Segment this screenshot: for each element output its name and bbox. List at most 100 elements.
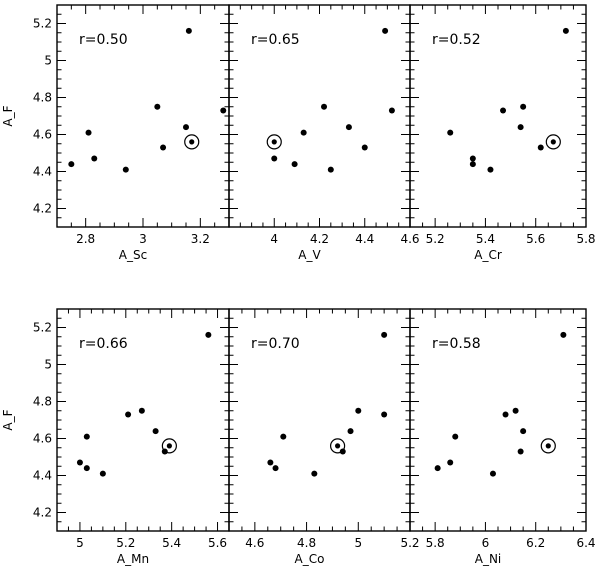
- sun-symbol-dot: [189, 139, 195, 145]
- x-tick-label: 5.6: [526, 232, 545, 246]
- x-tick-label: 6: [482, 536, 490, 550]
- data-point: [388, 107, 395, 114]
- sun-symbol-ring: [540, 438, 556, 454]
- x-axis-label: A_Mn: [117, 552, 149, 566]
- x-tick-label: 5: [76, 536, 84, 550]
- data-point: [280, 433, 287, 440]
- scatter-panel-6: 5.8 6 6.2 6.4 A_Ni r=0.58: [409, 308, 596, 566]
- data-point: [99, 470, 106, 477]
- y-tick-label: 5.2: [33, 17, 52, 31]
- y-tick-label: 5.2: [33, 321, 52, 335]
- data-point: [291, 161, 298, 168]
- sun-symbol-ring: [545, 134, 561, 150]
- y-tick-label: 4.4: [33, 469, 52, 483]
- x-tick-label: 2.8: [76, 232, 95, 246]
- x-tick-label: 6.4: [576, 536, 595, 550]
- x-tick-label: 4.4: [355, 232, 374, 246]
- data-point: [469, 161, 476, 168]
- y-tick-label: 4.6: [33, 128, 52, 142]
- data-point: [311, 470, 318, 477]
- correlation-annotation: r=0.66: [79, 336, 128, 352]
- scatter-panel-5: 4.6 4.8 5 5.2 A_Co r=0.70: [228, 308, 420, 566]
- sun-symbol-dot: [550, 139, 556, 145]
- sun-symbol-ring: [330, 438, 346, 454]
- x-axis-label: A_Ni: [475, 552, 502, 566]
- y-tick-label: 4.2: [33, 202, 52, 216]
- y-tick-label: 4.8: [33, 395, 52, 409]
- data-point: [154, 103, 161, 110]
- x-axis-label: A_Co: [295, 552, 325, 566]
- data-point: [502, 411, 509, 418]
- data-point: [271, 155, 278, 162]
- data-point: [205, 331, 212, 338]
- data-point: [68, 161, 75, 168]
- data-point: [382, 27, 389, 34]
- sun-symbol-ring: [161, 438, 177, 454]
- x-tick-label: 4.8: [297, 536, 316, 550]
- y-tick-label: 4.8: [33, 91, 52, 105]
- data-point: [160, 144, 167, 151]
- scatter-panel-2: 4 4.2 4.4 4.6 A_V r=0.65: [228, 4, 420, 262]
- data-point: [85, 129, 92, 136]
- y-tick-label: 4.2: [33, 506, 52, 520]
- data-point: [361, 144, 368, 151]
- sun-symbol-ring: [266, 134, 282, 150]
- data-point: [91, 155, 98, 162]
- y-tick-label: 5: [44, 358, 52, 372]
- x-tick-label: 4: [270, 232, 278, 246]
- sun-symbol-dot: [166, 443, 172, 449]
- scatter-panel-3: 5.2 5.4 5.6 5.8 A_Cr r=0.52: [409, 4, 596, 262]
- x-tick-label: 4.6: [245, 536, 264, 550]
- x-tick-label: 6.2: [526, 536, 545, 550]
- scatter-panel-1: 2.8 3 3.2 4.2 4.4 4.6 4.8 5 5.2 A_Sc A_F r=0.50: [1, 4, 230, 262]
- data-point: [83, 465, 90, 472]
- x-tick-label: 5.2: [400, 536, 419, 550]
- data-point: [487, 166, 494, 173]
- x-axis-label: A_Sc: [119, 248, 147, 262]
- data-point: [355, 407, 362, 414]
- data-point: [267, 459, 274, 466]
- correlation-annotation: r=0.50: [79, 32, 128, 48]
- y-tick-label: 4.4: [33, 165, 52, 179]
- data-point: [185, 27, 192, 34]
- sun-symbol-ring: [184, 134, 200, 150]
- x-tick-label: 3.2: [191, 232, 210, 246]
- data-point: [76, 459, 83, 466]
- data-point: [152, 428, 159, 435]
- y-tick-label: 4.6: [33, 432, 52, 446]
- x-tick-label: 5.4: [476, 232, 495, 246]
- data-point: [562, 27, 569, 34]
- sun-symbol-dot: [335, 443, 341, 449]
- data-point: [381, 411, 388, 418]
- data-point: [327, 166, 334, 173]
- data-point: [500, 107, 507, 114]
- data-point: [520, 428, 527, 435]
- data-point: [434, 465, 441, 472]
- x-tick-label: 5.8: [576, 232, 595, 246]
- data-point: [345, 124, 352, 131]
- correlation-annotation: r=0.65: [251, 32, 300, 48]
- correlation-annotation: r=0.70: [251, 336, 300, 352]
- data-point: [517, 124, 524, 131]
- x-tick-label: 5.2: [116, 536, 135, 550]
- data-point: [537, 144, 544, 151]
- data-point: [512, 407, 519, 414]
- data-point: [272, 465, 279, 472]
- data-point: [300, 129, 307, 136]
- y-axis-label: A_F: [1, 409, 15, 430]
- x-tick-label: 5.4: [162, 536, 181, 550]
- data-point: [220, 107, 227, 114]
- data-point: [381, 331, 388, 338]
- x-tick-label: 3: [139, 232, 147, 246]
- x-tick-label: 4.6: [400, 232, 419, 246]
- data-point: [125, 411, 132, 418]
- x-tick-label: 5.2: [426, 232, 445, 246]
- correlation-annotation: r=0.58: [432, 336, 481, 352]
- data-point: [520, 103, 527, 110]
- data-point: [452, 433, 459, 440]
- y-axis-label: A_F: [1, 105, 15, 126]
- data-point: [321, 103, 328, 110]
- x-axis-label: A_V: [298, 248, 321, 262]
